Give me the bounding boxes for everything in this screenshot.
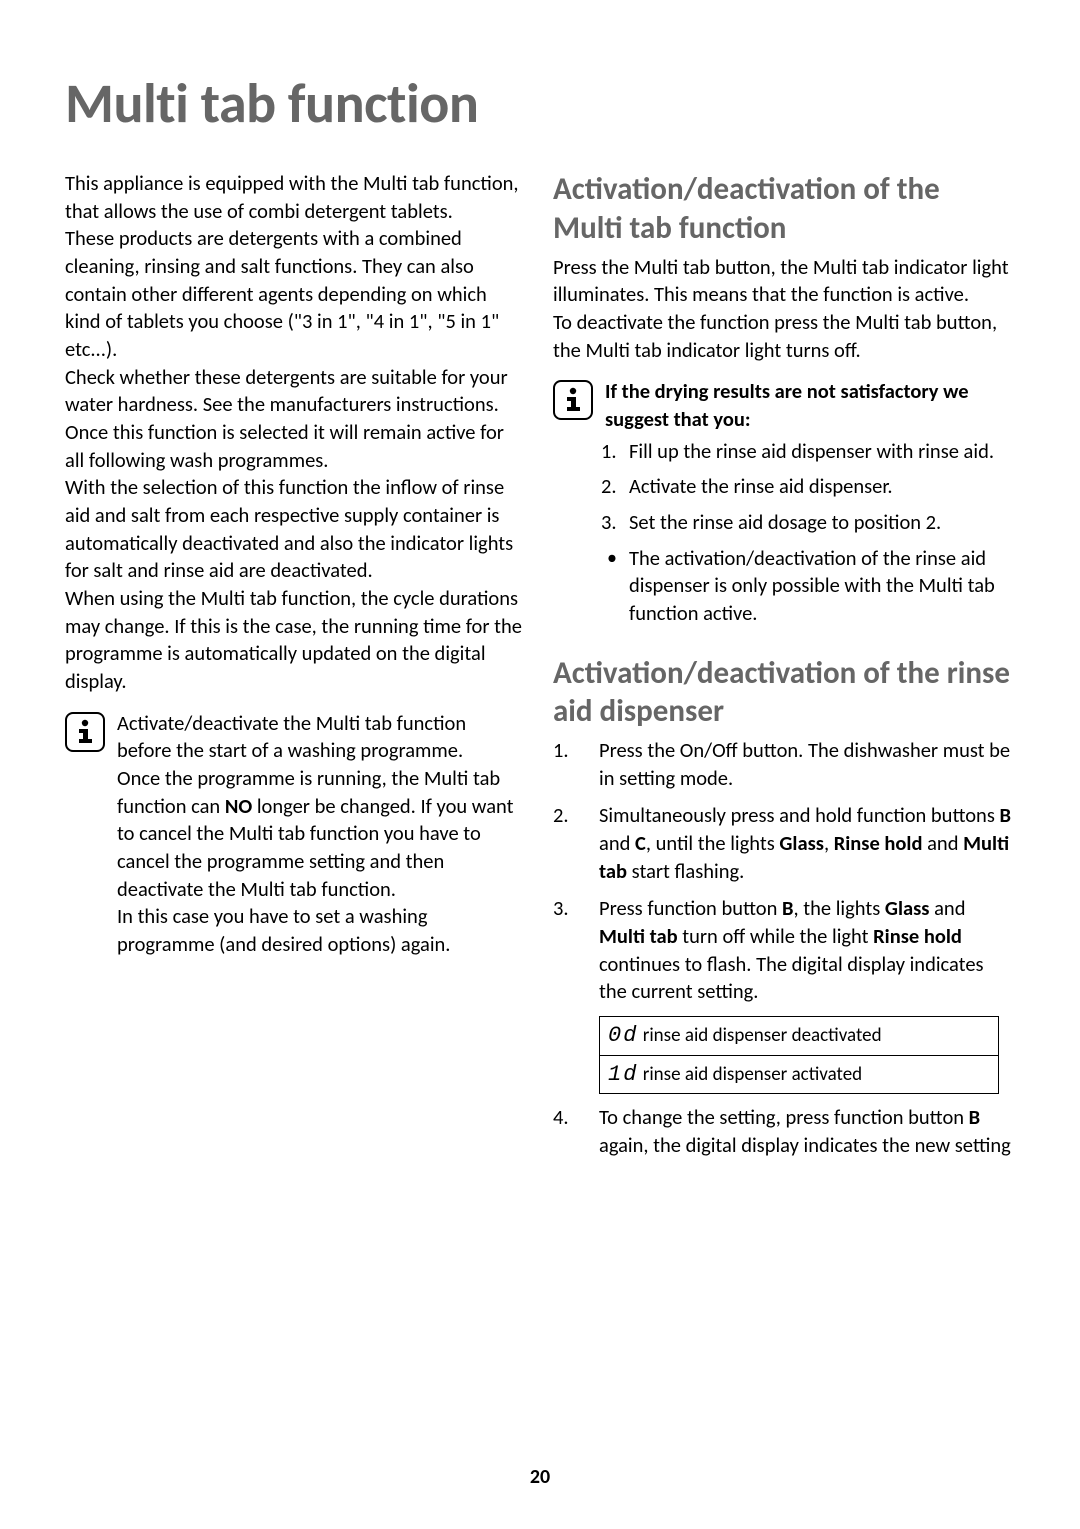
page-number: 20 — [0, 1465, 1080, 1489]
list-item: 2. Simultaneously press and hold function… — [553, 802, 1013, 885]
table-cell: 1d rinse aid dispenser activated — [600, 1055, 999, 1094]
list-num: 3. — [553, 895, 569, 923]
info-text: Once the programme is running, the Multi… — [117, 765, 525, 903]
list-text: Fill up the rinse aid dispenser with rin… — [629, 438, 994, 464]
numbered-steps-cont: 4. To change the setting, press function … — [553, 1104, 1013, 1159]
info-body: Activate/deactivate the Multi tab functi… — [117, 710, 525, 959]
body-text: When using the Multi tab function, the c… — [65, 585, 525, 696]
info-icon — [553, 380, 593, 420]
bold: If the drying results are not satisfacto… — [605, 378, 969, 432]
display-label: rinse aid dispenser deactivated — [638, 1024, 881, 1047]
right-column: Activation/deactivation of the Multi tab… — [553, 170, 1013, 1170]
body-text: To deactivate the function press the Mul… — [553, 309, 1013, 364]
section-heading: Activation/deactivation of the rinse aid… — [553, 654, 1013, 732]
list-text: Press the On/Off button. The dishwasher … — [599, 737, 1010, 791]
body-text: This appliance is equipped with the Mult… — [65, 170, 525, 225]
table-row: 0d rinse aid dispenser deactivated — [600, 1017, 999, 1056]
info-block: Activate/deactivate the Multi tab functi… — [65, 710, 525, 959]
body-text: These products are detergents with a com… — [65, 225, 525, 363]
info-heading-text: If the drying results are not satisfacto… — [605, 378, 1013, 433]
list-item: 1. Press the On/Off button. The dishwashe… — [553, 737, 1013, 792]
list-num: 1. — [601, 438, 617, 466]
info-block: If the drying results are not satisfacto… — [553, 378, 1013, 433]
display-code: 0d — [608, 1023, 638, 1048]
list-num: 4. — [553, 1104, 569, 1132]
info-text: In this case you have to set a washing p… — [117, 903, 525, 958]
list-text: Activate the rinse aid dispenser. — [629, 473, 893, 499]
list-num: 3. — [601, 509, 617, 537]
display-code: 1d — [608, 1062, 638, 1087]
numbered-list: 1. Fill up the rinse aid dispenser with r… — [553, 438, 1013, 537]
table-row: 1d rinse aid dispenser activated — [600, 1055, 999, 1094]
info-body: If the drying results are not satisfacto… — [605, 378, 1013, 433]
list-item: 3. Press function button B, the lights Gl… — [553, 895, 1013, 1006]
left-column: This appliance is equipped with the Mult… — [65, 170, 525, 1170]
list-num: 1. — [553, 737, 569, 765]
body-text: Press the Multi tab button, the Multi ta… — [553, 254, 1013, 309]
list-text: Press function button B, the lights Glas… — [599, 895, 984, 1004]
body-text: With the selection of this function the … — [65, 474, 525, 585]
list-num: 2. — [601, 473, 617, 501]
display-table: 0d rinse aid dispenser deactivated 1d ri… — [599, 1016, 999, 1094]
list-num: 2. — [553, 802, 569, 830]
list-item: 1. Fill up the rinse aid dispenser with r… — [601, 438, 1013, 466]
bullet-list: The activation/deactivation of the rinse… — [553, 545, 1013, 628]
table-cell: 0d rinse aid dispenser deactivated — [600, 1017, 999, 1056]
info-icon — [65, 712, 105, 752]
numbered-steps: 1. Press the On/Off button. The dishwashe… — [553, 737, 1013, 1006]
bold: NO — [225, 793, 252, 819]
list-item: 2. Activate the rinse aid dispenser. — [601, 473, 1013, 501]
list-text: To change the setting, press function bu… — [599, 1104, 1011, 1158]
list-item: 3. Set the rinse aid dosage to position 2… — [601, 509, 1013, 537]
list-text: The activation/deactivation of the rinse… — [629, 545, 995, 626]
info-text: Activate/deactivate the Multi tab functi… — [117, 710, 525, 765]
content-columns: This appliance is equipped with the Mult… — [65, 170, 1015, 1170]
body-text: Check whether these detergents are suita… — [65, 364, 525, 419]
page-title: Multi tab function — [65, 70, 1015, 138]
list-text: Simultaneously press and hold function b… — [599, 802, 1011, 883]
display-label: rinse aid dispenser activated — [638, 1063, 862, 1086]
section-heading: Activation/deactivation of the Multi tab… — [553, 170, 1013, 248]
list-item: 4. To change the setting, press function … — [553, 1104, 1013, 1159]
list-text: Set the rinse aid dosage to position 2. — [629, 509, 941, 535]
body-text: Once this function is selected it will r… — [65, 419, 525, 474]
list-item: The activation/deactivation of the rinse… — [601, 545, 1013, 628]
